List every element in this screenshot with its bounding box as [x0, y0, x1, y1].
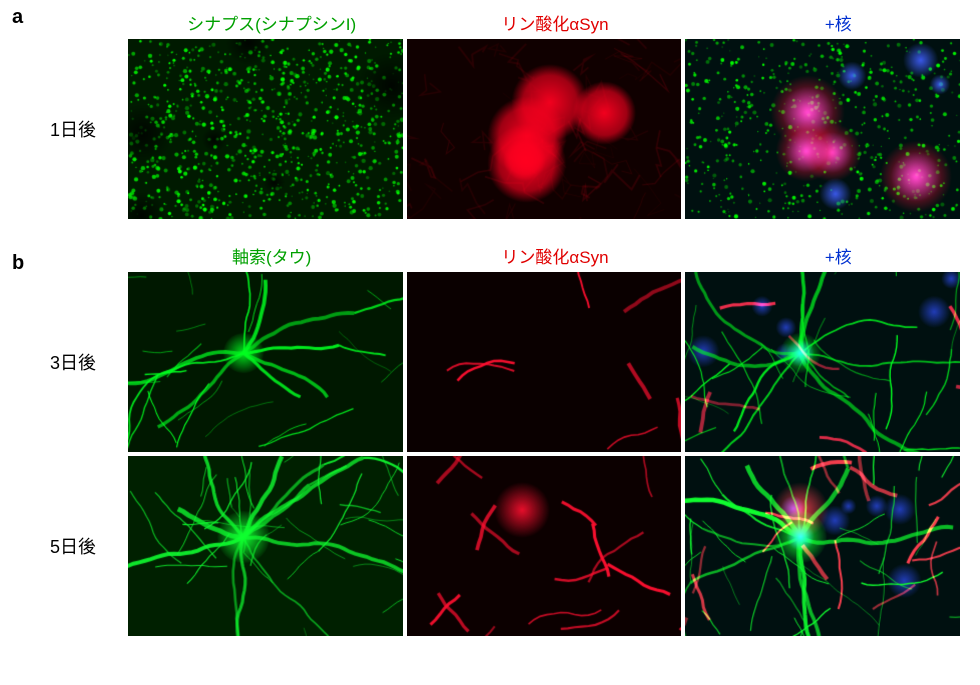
micrograph-b-1-1: [407, 456, 682, 636]
panel-b-row-0-images: [128, 272, 960, 452]
panel-letter-a: a: [12, 6, 23, 29]
panel-b-row-1-images: [128, 456, 960, 636]
canvas-b-0-2: [685, 272, 960, 452]
micrograph-a-0-2: [685, 39, 960, 219]
panel-b-row-1: 5日後: [20, 456, 960, 636]
panel-a-row-0: 1日後: [20, 39, 960, 219]
panel-b-header-1: リン酸化αSyn: [413, 243, 696, 272]
panel-b-header-2: +核: [697, 243, 980, 272]
panel-letter-b: b: [12, 252, 24, 275]
micrograph-a-0-1: [407, 39, 682, 219]
micrograph-b-0-2: [685, 272, 960, 452]
canvas-b-1-0: [128, 456, 403, 636]
canvas-b-1-1: [407, 456, 682, 636]
canvas-a-0-0: [128, 39, 403, 219]
panel-a-header-1: リン酸化αSyn: [413, 10, 696, 39]
canvas-b-1-2: [685, 456, 960, 636]
canvas-a-0-1: [407, 39, 682, 219]
figure-container: a シナプス(シナプシンI) リン酸化αSyn +核 1日後 b 軸索(タウ) …: [0, 0, 980, 685]
panel-b-row-0-label: 3日後: [20, 349, 128, 375]
panel-a-row-0-images: [128, 39, 960, 219]
canvas-a-0-2: [685, 39, 960, 219]
micrograph-b-1-0: [128, 456, 403, 636]
panel-b-row-1-label: 5日後: [20, 533, 128, 559]
panel-a-row-0-label: 1日後: [20, 116, 128, 142]
panel-b-header-0: 軸索(タウ): [130, 243, 413, 272]
micrograph-b-0-1: [407, 272, 682, 452]
panel-a-header-2: +核: [697, 10, 980, 39]
panel-a-header-0: シナプス(シナプシンI): [130, 10, 413, 39]
micrograph-b-0-0: [128, 272, 403, 452]
panel-b-headers: 軸索(タウ) リン酸化αSyn +核: [130, 243, 980, 272]
canvas-b-0-1: [407, 272, 682, 452]
panel-a-headers: シナプス(シナプシンI) リン酸化αSyn +核: [130, 10, 980, 39]
micrograph-b-1-2: [685, 456, 960, 636]
canvas-b-0-0: [128, 272, 403, 452]
panel-b-row-0: 3日後: [20, 272, 960, 452]
micrograph-a-0-0: [128, 39, 403, 219]
